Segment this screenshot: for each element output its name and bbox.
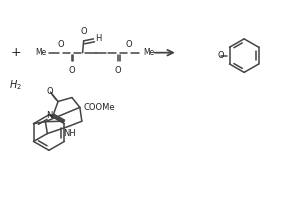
Text: O: O xyxy=(80,27,87,36)
Text: O: O xyxy=(115,66,122,75)
Text: H: H xyxy=(95,34,102,43)
Text: NH: NH xyxy=(63,129,76,138)
Text: +: + xyxy=(11,46,22,59)
Text: O: O xyxy=(126,40,133,49)
Text: $H_2$: $H_2$ xyxy=(9,78,22,92)
Text: COOMe: COOMe xyxy=(84,103,116,112)
Text: O: O xyxy=(47,87,53,96)
Text: O: O xyxy=(58,40,64,49)
Text: Me: Me xyxy=(143,48,154,57)
Text: O: O xyxy=(68,66,75,75)
Text: Me: Me xyxy=(36,48,47,57)
Text: N: N xyxy=(46,111,52,120)
Text: O: O xyxy=(217,51,224,60)
